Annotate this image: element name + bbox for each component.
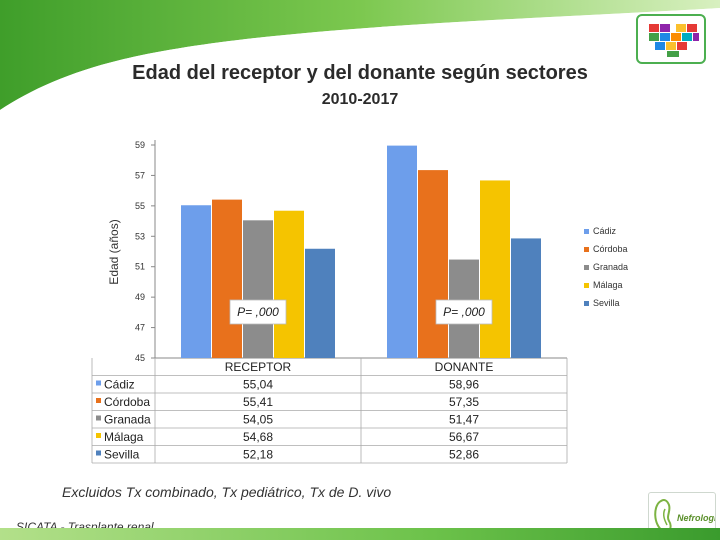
p-value-annotation: P= ,000	[443, 305, 485, 319]
table-swatch	[96, 450, 101, 456]
kidney-icon: Nefrología	[654, 499, 715, 533]
category-label: DONANTE	[435, 360, 494, 374]
y-axis-label: Edad (años)	[107, 219, 121, 284]
legend-label: Córdoba	[593, 244, 628, 254]
y-tick-label: 49	[135, 292, 145, 302]
table-swatch	[96, 398, 101, 403]
legend-swatch	[584, 301, 589, 306]
table-value: 54,68	[243, 430, 273, 444]
bar-sevilla	[305, 248, 335, 358]
legend-swatch	[584, 265, 589, 270]
bar-granada	[243, 220, 273, 358]
table-value: 52,86	[449, 448, 479, 462]
legend-swatch	[584, 229, 589, 234]
y-tick-label: 57	[135, 170, 145, 180]
table-swatch	[96, 380, 101, 386]
table-series-label: Granada	[104, 413, 151, 427]
p-value-box	[435, 299, 493, 325]
bar-chart: 45 47 49 51 53 55 57 59 Edad (años) P= ,000 P= ,00…	[91, 140, 628, 464]
legend-label: Sevilla	[593, 298, 620, 308]
page-subtitle: 2010-2017	[321, 91, 399, 108]
legend-swatch	[584, 283, 589, 288]
bottom-band	[0, 528, 720, 540]
p-value-box	[229, 299, 287, 325]
table-value: 58,96	[449, 378, 479, 392]
table-value: 57,35	[449, 395, 479, 409]
y-tick-label: 59	[135, 140, 145, 150]
y-tick-label: 45	[135, 353, 145, 363]
table-series-label: Córdoba	[104, 395, 150, 409]
legend-label: Granada	[593, 262, 628, 272]
bar-cádiz	[387, 145, 417, 358]
exclusion-note: Excluidos Tx combinado, Tx pediátrico, T…	[62, 484, 392, 500]
bar-málaga	[480, 180, 510, 358]
page-title: Edad del receptor y del donante según se…	[132, 62, 588, 84]
legend-label: Cádiz	[593, 226, 617, 236]
table-value: 54,05	[243, 413, 273, 427]
nefrologia-logo-text: Nefrología	[677, 513, 715, 523]
table-series-label: Cádiz	[104, 378, 135, 392]
bar-málaga	[274, 210, 304, 358]
bar-sevilla	[511, 238, 541, 358]
y-tick-label: 47	[135, 323, 145, 333]
legend-label: Málaga	[593, 280, 623, 290]
bar-córdoba	[212, 199, 242, 358]
table-series-label: Sevilla	[104, 448, 140, 462]
table-value: 52,18	[243, 448, 273, 462]
p-value-annotation: P= ,000	[237, 305, 279, 319]
table-swatch	[96, 415, 101, 421]
heart-icon	[643, 21, 703, 60]
y-tick-label: 53	[135, 231, 145, 241]
y-tick-label: 51	[135, 262, 145, 272]
background-swoosh	[0, 0, 720, 122]
table-value: 55,04	[243, 378, 273, 392]
table-swatch	[96, 433, 101, 438]
legend-swatch	[584, 247, 589, 252]
table-series-label: Málaga	[104, 430, 144, 444]
table-value: 51,47	[449, 413, 479, 427]
table-value: 56,67	[449, 430, 479, 444]
heart-logo	[636, 14, 706, 64]
category-label: RECEPTOR	[225, 360, 292, 374]
bar-córdoba	[418, 170, 448, 358]
y-tick-label: 55	[135, 201, 145, 211]
bar-cádiz	[181, 205, 211, 358]
table-value: 55,41	[243, 395, 273, 409]
